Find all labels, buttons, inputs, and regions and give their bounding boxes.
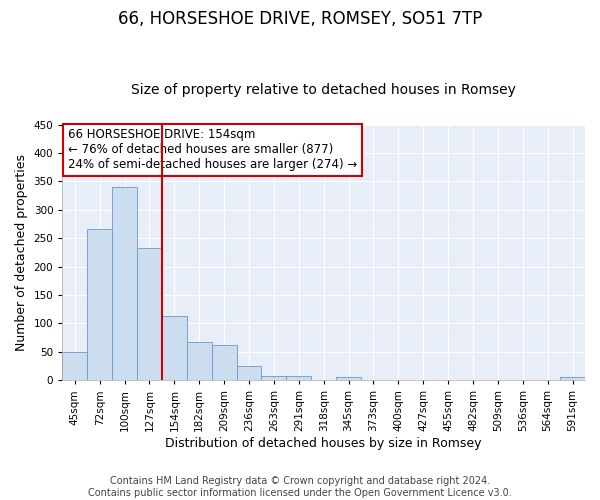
Bar [87,228,112,380]
Text: Contains HM Land Registry data © Crown copyright and database right 2024.
Contai: Contains HM Land Registry data © Crown c… [88,476,512,498]
Bar [62,352,87,380]
Bar [162,316,187,380]
Bar [212,345,236,380]
X-axis label: Distribution of detached houses by size in Romsey: Distribution of detached houses by size … [166,437,482,450]
Bar [137,248,162,380]
Bar [286,376,311,380]
Y-axis label: Number of detached properties: Number of detached properties [15,154,28,351]
Text: 66 HORSESHOE DRIVE: 154sqm
← 76% of detached houses are smaller (877)
24% of sem: 66 HORSESHOE DRIVE: 154sqm ← 76% of deta… [68,128,357,172]
Bar [262,376,286,380]
Bar [187,342,212,380]
Bar [236,366,262,380]
Title: Size of property relative to detached houses in Romsey: Size of property relative to detached ho… [131,83,516,97]
Bar [560,378,585,380]
Text: 66, HORSESHOE DRIVE, ROMSEY, SO51 7TP: 66, HORSESHOE DRIVE, ROMSEY, SO51 7TP [118,10,482,28]
Bar [336,378,361,380]
Bar [112,187,137,380]
